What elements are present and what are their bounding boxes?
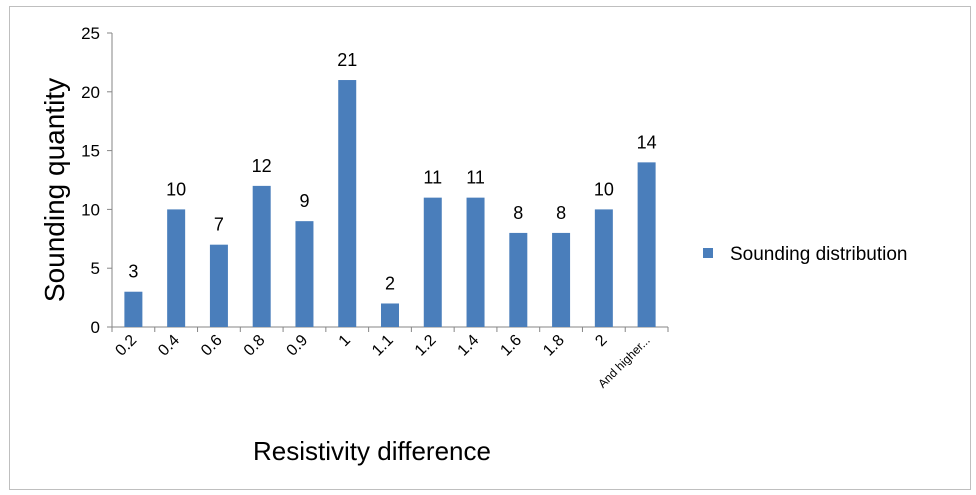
bar bbox=[167, 209, 186, 327]
chart-bars bbox=[124, 80, 656, 327]
x-tick-label: 0.8 bbox=[241, 332, 269, 360]
bar bbox=[252, 185, 271, 327]
x-tick-label: 0.6 bbox=[198, 332, 226, 360]
bar bbox=[124, 291, 143, 327]
data-label: 9 bbox=[299, 191, 309, 211]
y-tick-label: 15 bbox=[81, 142, 100, 161]
bar bbox=[594, 209, 613, 327]
x-axis-title: Resistivity difference bbox=[253, 436, 491, 466]
legend-label: Sounding distribution bbox=[730, 244, 907, 265]
bar bbox=[509, 232, 528, 327]
y-tick-labels: 0 5 10 15 20 25 bbox=[81, 24, 100, 337]
x-tick-label: 0.9 bbox=[284, 332, 312, 360]
bar bbox=[381, 303, 399, 327]
legend-swatch bbox=[703, 248, 713, 258]
y-tick-label: 25 bbox=[81, 24, 100, 43]
y-tick-label: 20 bbox=[81, 83, 100, 102]
x-tick-label: 2 bbox=[592, 332, 610, 350]
bar bbox=[637, 162, 656, 327]
bar bbox=[295, 221, 314, 327]
data-label: 10 bbox=[166, 179, 186, 199]
x-tick-label: 1.1 bbox=[369, 332, 397, 360]
x-tick-label: 0.4 bbox=[155, 332, 183, 360]
x-tick-label: 0.2 bbox=[112, 332, 140, 360]
data-label: 21 bbox=[337, 50, 357, 70]
data-label: 2 bbox=[385, 273, 395, 293]
x-tick-label: 1.4 bbox=[455, 332, 483, 360]
bar bbox=[423, 197, 442, 327]
y-tick-label: 10 bbox=[81, 200, 100, 219]
y-tick-label: 0 bbox=[91, 318, 100, 337]
chart-data-labels: 3 10 7 12 9 21 2 11 11 8 8 10 14 bbox=[128, 50, 656, 293]
data-label: 11 bbox=[466, 168, 485, 188]
bar bbox=[466, 197, 485, 327]
bar bbox=[209, 244, 228, 327]
data-label: 8 bbox=[513, 203, 523, 223]
y-tick-label: 5 bbox=[91, 259, 100, 278]
data-label: 14 bbox=[637, 132, 657, 152]
data-label: 8 bbox=[556, 203, 566, 223]
data-label: 3 bbox=[128, 262, 138, 282]
legend: Sounding distribution bbox=[703, 244, 907, 265]
x-tick-label: 1.2 bbox=[412, 332, 440, 360]
x-tick-label: 1 bbox=[336, 332, 354, 350]
bar bbox=[338, 80, 357, 327]
data-label: 11 bbox=[423, 168, 442, 188]
x-tick-label: 1.8 bbox=[540, 332, 568, 360]
x-tick-label: 1.6 bbox=[497, 332, 525, 360]
data-label: 12 bbox=[252, 156, 272, 176]
bar bbox=[552, 232, 571, 327]
data-label: 7 bbox=[214, 215, 224, 235]
y-axis-title: Sounding quantity bbox=[39, 78, 70, 302]
data-label: 10 bbox=[594, 179, 614, 199]
